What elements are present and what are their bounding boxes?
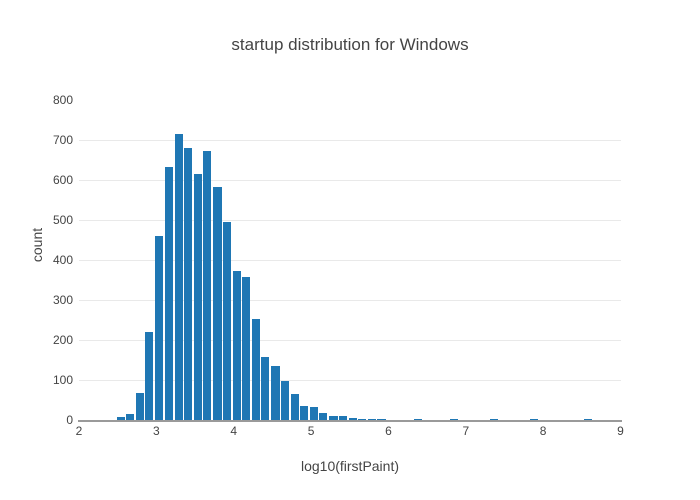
y-gridline bbox=[79, 179, 621, 181]
x-tick-label: 5 bbox=[307, 424, 315, 438]
y-tick-label: 500 bbox=[52, 213, 73, 227]
histogram-bar[interactable] bbox=[300, 405, 309, 420]
histogram-bar[interactable] bbox=[155, 236, 164, 420]
x-axis-title: log10(firstPaint) bbox=[300, 458, 400, 474]
histogram-bar[interactable] bbox=[136, 393, 145, 420]
histogram-bar[interactable] bbox=[368, 419, 377, 420]
x-tick-label: 8 bbox=[539, 424, 547, 438]
y-tick-label: 800 bbox=[52, 93, 73, 107]
histogram-bar[interactable] bbox=[145, 332, 154, 420]
y-gridline bbox=[79, 379, 621, 381]
histogram-bar[interactable] bbox=[450, 419, 459, 420]
histogram-bar[interactable] bbox=[413, 419, 422, 420]
histogram-bar[interactable] bbox=[194, 174, 203, 420]
histogram-bar[interactable] bbox=[329, 415, 338, 420]
histogram-bar[interactable] bbox=[242, 277, 251, 420]
histogram-bar[interactable] bbox=[252, 319, 261, 420]
y-tick-label: 100 bbox=[52, 373, 73, 387]
histogram-bar[interactable] bbox=[126, 414, 135, 420]
histogram-bar[interactable] bbox=[529, 419, 538, 420]
histogram-bar[interactable] bbox=[358, 418, 367, 420]
histogram-bar[interactable] bbox=[203, 151, 212, 420]
y-tick-label: 0 bbox=[66, 413, 73, 427]
histogram-bar[interactable] bbox=[310, 406, 319, 420]
histogram-bar[interactable] bbox=[319, 413, 328, 420]
histogram-bar[interactable] bbox=[261, 356, 270, 420]
y-gridline bbox=[79, 259, 621, 261]
chart-title: startup distribution for Windows bbox=[231, 35, 469, 54]
y-axis-title: count bbox=[29, 227, 45, 263]
y-gridline bbox=[79, 299, 621, 301]
x-tick-label: 3 bbox=[153, 424, 160, 438]
y-gridline bbox=[79, 139, 621, 141]
histogram-bar[interactable] bbox=[232, 271, 241, 420]
histogram-bar[interactable] bbox=[490, 419, 499, 420]
x-tick-label: 7 bbox=[462, 424, 470, 438]
y-gridline bbox=[79, 339, 621, 341]
histogram-bar[interactable] bbox=[338, 415, 347, 420]
x-tick-label: 2 bbox=[75, 424, 83, 438]
y-tick-label: 600 bbox=[52, 173, 73, 187]
x-axis-line bbox=[78, 420, 622, 422]
x-tick-label: 6 bbox=[385, 424, 392, 438]
histogram-bar[interactable] bbox=[213, 186, 222, 420]
y-tick-label: 200 bbox=[52, 333, 73, 347]
histogram-bar[interactable] bbox=[377, 419, 386, 420]
y-tick-label: 300 bbox=[52, 293, 73, 307]
y-tick-label: 700 bbox=[52, 133, 73, 147]
histogram-bar[interactable] bbox=[271, 366, 280, 420]
histogram-bar[interactable] bbox=[116, 416, 125, 420]
histogram-bar[interactable] bbox=[348, 417, 357, 420]
histogram-bar[interactable] bbox=[280, 380, 289, 420]
histogram-bar[interactable] bbox=[290, 394, 299, 420]
y-gridline bbox=[79, 219, 621, 221]
histogram-bar[interactable] bbox=[174, 134, 183, 420]
x-tick-label: 4 bbox=[230, 424, 238, 438]
y-tick-label: 400 bbox=[52, 253, 73, 267]
histogram-bar[interactable] bbox=[164, 166, 173, 420]
histogram-bar[interactable] bbox=[583, 419, 593, 420]
histogram-bar[interactable] bbox=[222, 221, 231, 420]
histogram-bar[interactable] bbox=[184, 148, 193, 420]
x-tick-label: 9 bbox=[617, 424, 624, 438]
